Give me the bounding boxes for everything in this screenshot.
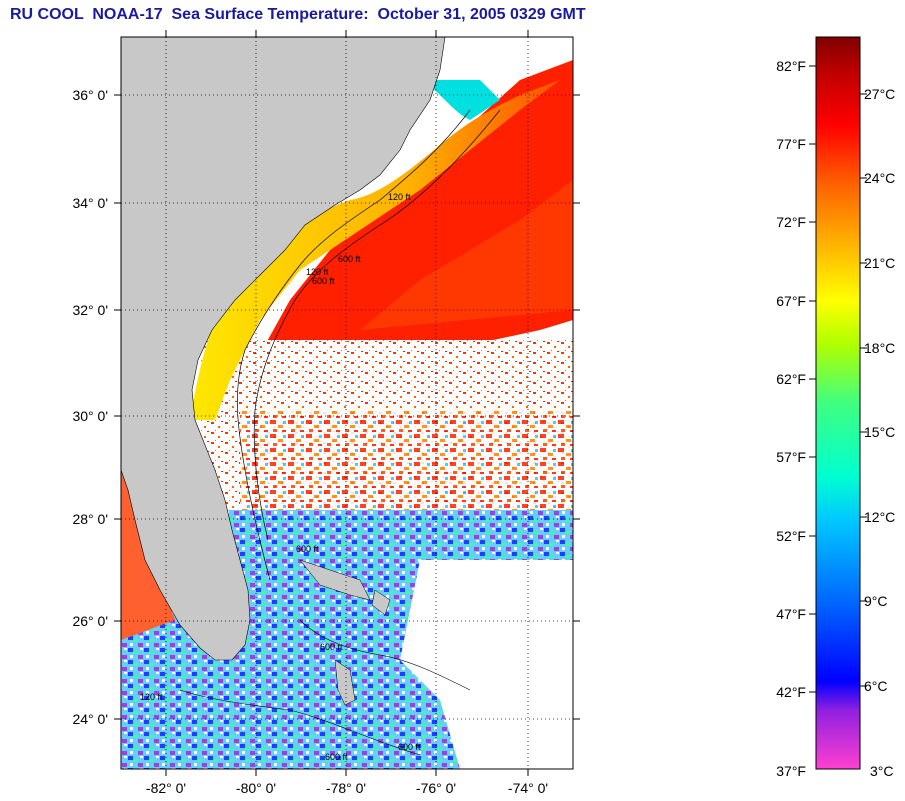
c-label: 6°C	[864, 678, 888, 694]
f-label: 77°F	[776, 136, 806, 152]
f-label: 62°F	[776, 371, 806, 387]
f-label: 82°F	[776, 58, 806, 74]
lon-label: -78° 0'	[326, 780, 366, 796]
contour-label: 600 ft	[398, 742, 421, 752]
c-label: 21°C	[864, 255, 895, 271]
contour-label: 600 ft	[312, 276, 335, 286]
f-label: 67°F	[776, 293, 806, 309]
lat-label: 30° 0'	[72, 408, 108, 424]
celsius-labels: 27°C 24°C 21°C 18°C 15°C 12°C 9°C 6°C 3°…	[864, 86, 895, 779]
lon-label: -82° 0'	[146, 780, 186, 796]
f-label: 72°F	[776, 214, 806, 230]
c-label: 18°C	[864, 340, 895, 356]
graticule	[121, 37, 573, 769]
contour-label: 600 ft	[320, 642, 343, 652]
c-label: 24°C	[864, 170, 895, 186]
colorbar	[815, 36, 861, 770]
longitude-labels: -82° 0' -80° 0' -78° 0' -76° 0' -74° 0'	[146, 780, 548, 796]
contour-label: 600 ft	[296, 544, 319, 554]
f-label: 37°F	[776, 763, 806, 779]
contour-label: 600 ft	[338, 254, 361, 264]
contour-label: 120 ft	[140, 692, 163, 702]
lon-label: -76° 0'	[416, 780, 456, 796]
lat-label: 36° 0'	[72, 87, 108, 103]
land-mass	[121, 37, 446, 661]
c-label: 9°C	[864, 593, 888, 609]
f-label: 52°F	[776, 528, 806, 544]
lat-label: 26° 0'	[72, 613, 108, 629]
f-label: 47°F	[776, 606, 806, 622]
colorbar-ticks	[809, 65, 867, 693]
c-label: 27°C	[864, 86, 895, 102]
c-label: 3°C	[870, 763, 894, 779]
c-label: 15°C	[864, 424, 895, 440]
lat-label: 32° 0'	[72, 302, 108, 318]
contour-label: 600 ft	[325, 752, 348, 762]
fahrenheit-labels: 82°F 77°F 72°F 67°F 62°F 57°F 52°F 47°F …	[776, 58, 806, 779]
lon-label: -74° 0'	[508, 780, 548, 796]
contour-label: 120 ft	[388, 192, 411, 202]
map-panel	[121, 37, 573, 769]
latitude-labels: 36° 0' 34° 0' 32° 0' 30° 0' 28° 0' 26° 0…	[72, 87, 108, 727]
axis-ticks	[114, 30, 580, 776]
lat-label: 28° 0'	[72, 511, 108, 527]
f-label: 57°F	[776, 449, 806, 465]
c-label: 12°C	[864, 509, 895, 525]
contour-label: 120 ft	[306, 267, 329, 277]
map-title: RU COOL NOAA-17 Sea Surface Temperature:…	[10, 6, 586, 23]
lat-label: 24° 0'	[72, 711, 108, 727]
lat-label: 34° 0'	[72, 195, 108, 211]
lon-label: -80° 0'	[236, 780, 276, 796]
f-label: 42°F	[776, 684, 806, 700]
contour-labels: 120 ft 600 ft 120 ft 600 ft 600 ft 600 f…	[140, 192, 421, 762]
